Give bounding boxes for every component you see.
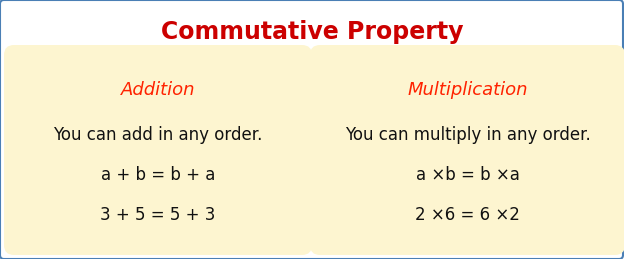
Text: Commutative Property: Commutative Property xyxy=(161,20,463,44)
Text: a + b = b + a: a + b = b + a xyxy=(101,166,215,184)
Text: You can multiply in any order.: You can multiply in any order. xyxy=(344,126,590,144)
Text: 3 + 5 = 5 + 3: 3 + 5 = 5 + 3 xyxy=(100,206,216,224)
Text: 2 ×6 = 6 ×2: 2 ×6 = 6 ×2 xyxy=(415,206,520,224)
Text: Addition: Addition xyxy=(121,81,195,99)
Text: You can add in any order.: You can add in any order. xyxy=(53,126,263,144)
Text: Multiplication: Multiplication xyxy=(407,81,528,99)
FancyBboxPatch shape xyxy=(310,45,624,255)
Text: a ×b = b ×a: a ×b = b ×a xyxy=(416,166,519,184)
FancyBboxPatch shape xyxy=(4,45,312,255)
